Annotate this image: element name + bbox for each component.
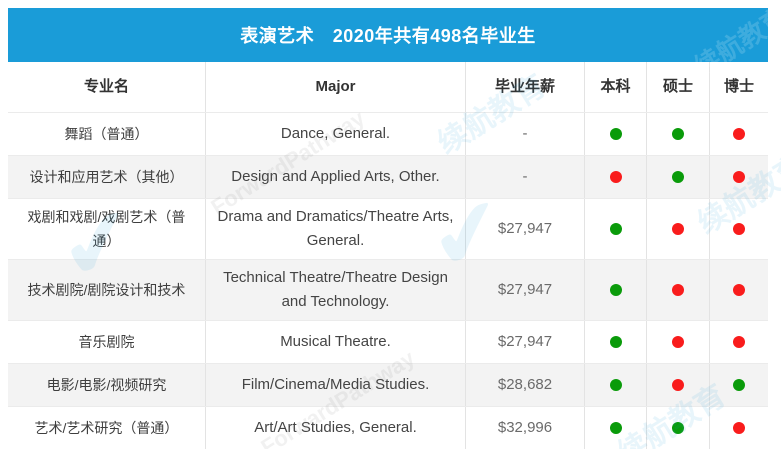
master-availability-dot-green [672,171,684,183]
table-body: 舞蹈（普通） Dance, General. - 设计和应用艺术（其他） Des… [8,113,768,449]
table-row: 电影/电影/视频研究 Film/Cinema/Media Studies. $2… [8,364,768,407]
column-header-bachelor: 本科 [585,62,647,112]
master-availability-dot-red [672,379,684,391]
master-availability-dot-green [672,128,684,140]
major-cn-cell: 戏剧和戏剧/戏剧艺术（普通） [8,199,206,259]
major-cn-cell: 音乐剧院 [8,321,206,363]
salary-cell: $28,682 [466,364,585,406]
doctor-availability-dot-red [733,223,745,235]
table-row: 舞蹈（普通） Dance, General. - [8,113,768,156]
bachelor-availability-dot-red [609,171,622,183]
salary-cell: $32,996 [466,407,585,449]
master-availability-dot-green [672,422,684,434]
bachelor-availability-dot-green [609,284,622,296]
table-row: 戏剧和戏剧/戏剧艺术（普通） Drama and Dramatics/Theat… [8,199,768,260]
salary-cell: $27,947 [466,260,585,320]
major-en-cell: Art/Art Studies, General. [206,407,466,449]
doctor-availability-dot-red [733,284,745,296]
major-en-cell: Film/Cinema/Media Studies. [206,364,466,406]
column-header-major-en: Major [206,62,466,112]
major-en-cell: Drama and Dramatics/Theatre Arts, Genera… [206,199,466,259]
doctor-availability-dot-green [733,379,745,391]
major-en-cell: Dance, General. [206,113,466,155]
master-availability-dot-red [672,223,684,235]
column-header-doctor: 博士 [710,62,768,112]
master-availability-dot-red [672,284,684,296]
table-row: 设计和应用艺术（其他） Design and Applied Arts, Oth… [8,156,768,199]
salary-cell: - [466,156,585,198]
bachelor-availability-dot-green [609,422,622,434]
table-header-row: 专业名 Major 毕业年薪 本科 硕士 博士 [8,62,768,113]
doctor-availability-dot-red [733,422,745,434]
table-title-banner: 表演艺术 2020年共有498名毕业生 [8,8,768,62]
majors-table: 专业名 Major 毕业年薪 本科 硕士 博士 舞蹈（普通） Dance, Ge… [8,62,768,449]
major-cn-cell: 艺术/艺术研究（普通） [8,407,206,449]
major-en-cell: Technical Theatre/Theatre Design and Tec… [206,260,466,320]
major-cn-cell: 设计和应用艺术（其他） [8,156,206,198]
major-en-cell: Design and Applied Arts, Other. [206,156,466,198]
major-cn-cell: 舞蹈（普通） [8,113,206,155]
table-row: 艺术/艺术研究（普通） Art/Art Studies, General. $3… [8,407,768,449]
table-row: 音乐剧院 Musical Theatre. $27,947 [8,321,768,364]
salary-cell: $27,947 [466,321,585,363]
doctor-availability-dot-red [733,128,745,140]
salary-cell: $27,947 [466,199,585,259]
column-header-major-cn: 专业名 [8,62,206,112]
column-header-salary: 毕业年薪 [466,62,585,112]
bachelor-availability-dot-green [609,128,622,140]
doctor-availability-dot-red [733,171,745,183]
page-title: 表演艺术 2020年共有498名毕业生 [240,26,536,46]
bachelor-availability-dot-green [609,336,622,348]
salary-cell: - [466,113,585,155]
table-row: 技术剧院/剧院设计和技术 Technical Theatre/Theatre D… [8,260,768,321]
master-availability-dot-red [672,336,684,348]
major-en-cell: Musical Theatre. [206,321,466,363]
bachelor-availability-dot-green [609,379,622,391]
bachelor-availability-dot-green [609,223,622,235]
major-cn-cell: 电影/电影/视频研究 [8,364,206,406]
doctor-availability-dot-red [733,336,745,348]
column-header-master: 硕士 [647,62,710,112]
major-cn-cell: 技术剧院/剧院设计和技术 [8,260,206,320]
